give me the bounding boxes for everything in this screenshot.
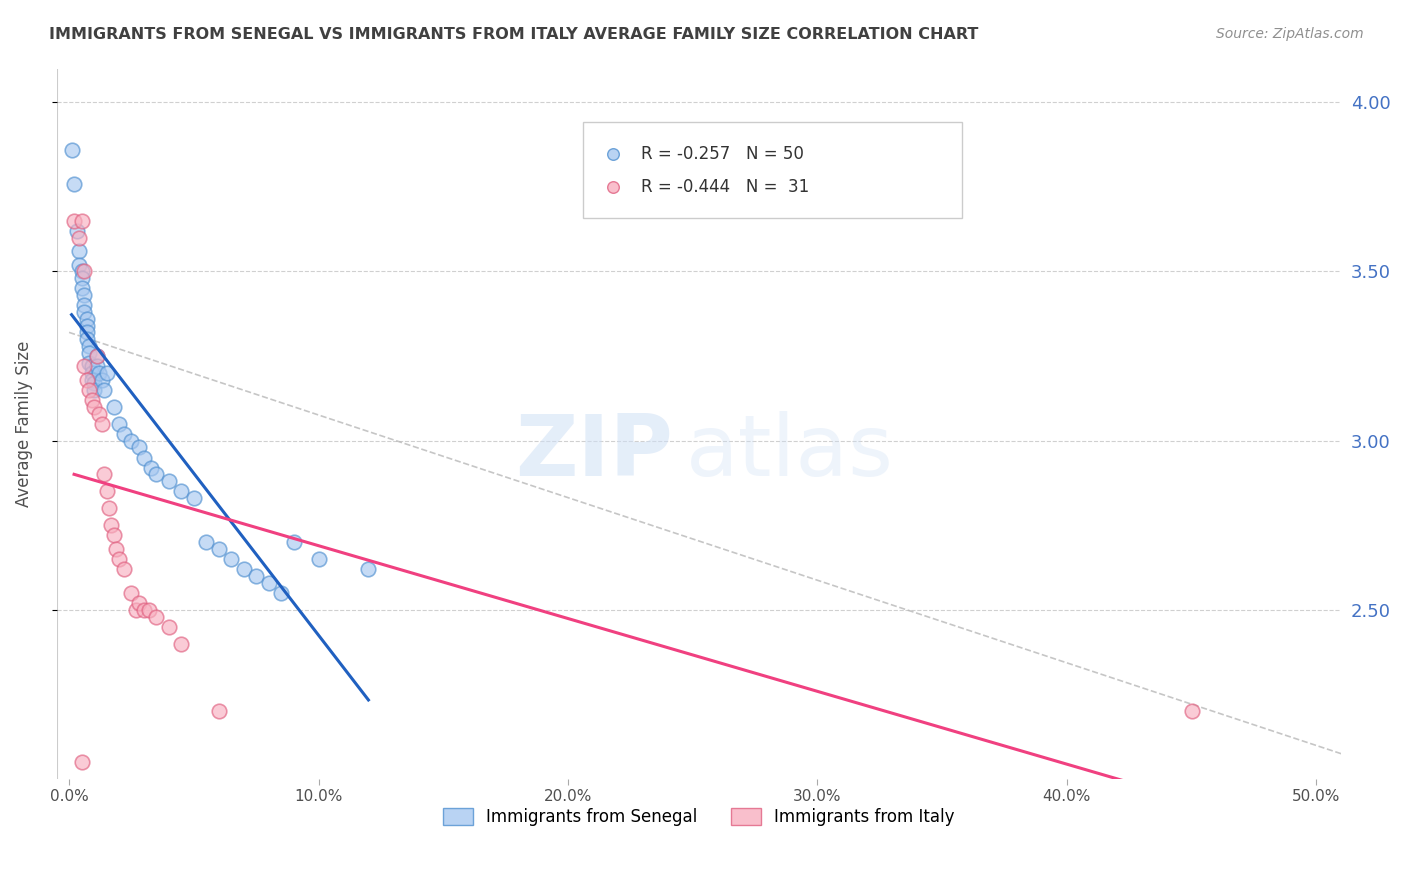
Point [60, 143, 83, 157]
Point [96, 484, 118, 499]
Point [83, 383, 105, 397]
Point [70, 281, 93, 295]
Text: R = -0.444   N =  31: R = -0.444 N = 31 [641, 178, 810, 196]
Point [73, 298, 96, 312]
Point [219, 552, 242, 566]
Point [1181, 704, 1204, 718]
Point [93, 467, 115, 482]
Point [308, 552, 330, 566]
Point [141, 460, 163, 475]
Point [145, 609, 167, 624]
Point [86, 349, 108, 363]
Y-axis label: Average Family Size: Average Family Size [15, 341, 32, 507]
Point [138, 603, 160, 617]
Point [80, 366, 103, 380]
Point [100, 518, 122, 533]
Point [170, 637, 193, 651]
Point [157, 474, 180, 488]
Point [108, 552, 131, 566]
Text: Source: ZipAtlas.com: Source: ZipAtlas.com [1216, 27, 1364, 41]
Point [93, 383, 115, 397]
Point [86, 349, 108, 363]
Point [77, 345, 100, 359]
Point [195, 535, 218, 549]
Point [128, 596, 150, 610]
Text: ZIP: ZIP [516, 410, 673, 493]
Point [357, 562, 380, 576]
Point [112, 562, 135, 576]
Point [67, 258, 90, 272]
Point [157, 620, 180, 634]
Point [283, 535, 305, 549]
Point [125, 603, 148, 617]
Point [90, 373, 112, 387]
Point [170, 484, 193, 499]
Point [70, 264, 93, 278]
Point [120, 586, 142, 600]
Point [70, 755, 93, 769]
Point [257, 575, 280, 590]
Point [77, 356, 100, 370]
Point [90, 417, 112, 431]
Point [120, 434, 142, 448]
Point [67, 230, 90, 244]
Point [80, 373, 103, 387]
FancyBboxPatch shape [583, 122, 962, 218]
Point [76, 318, 98, 333]
Point [128, 441, 150, 455]
Point [87, 366, 110, 380]
Point [83, 376, 105, 391]
Point [73, 288, 96, 302]
Point [63, 177, 86, 191]
Point [76, 311, 98, 326]
Point [98, 501, 121, 516]
Point [76, 332, 98, 346]
Point [132, 450, 155, 465]
Point [145, 467, 167, 482]
Point [108, 417, 131, 431]
Text: atlas: atlas [686, 410, 894, 493]
Point [67, 244, 90, 259]
Point [80, 392, 103, 407]
Point [63, 213, 86, 227]
Point [83, 400, 105, 414]
Point [208, 704, 231, 718]
Text: IMMIGRANTS FROM SENEGAL VS IMMIGRANTS FROM ITALY AVERAGE FAMILY SIZE CORRELATION: IMMIGRANTS FROM SENEGAL VS IMMIGRANTS FR… [49, 27, 979, 42]
Point [80, 359, 103, 374]
Point [232, 562, 254, 576]
Point [103, 528, 125, 542]
Point [208, 541, 231, 556]
Text: R = -0.257   N = 50: R = -0.257 N = 50 [641, 145, 804, 162]
Point [65, 224, 87, 238]
Point [96, 366, 118, 380]
Point [103, 400, 125, 414]
Point [76, 373, 98, 387]
Point [245, 569, 267, 583]
Point [270, 586, 292, 600]
Point [183, 491, 205, 505]
Point [86, 359, 108, 374]
Point [87, 407, 110, 421]
Point [112, 426, 135, 441]
Point [70, 213, 93, 227]
Legend: Immigrants from Senegal, Immigrants from Italy: Immigrants from Senegal, Immigrants from… [434, 800, 963, 835]
Point [76, 326, 98, 340]
Point [132, 603, 155, 617]
Point [77, 339, 100, 353]
Point [73, 359, 96, 374]
Point [105, 541, 128, 556]
Point [70, 271, 93, 285]
Point [73, 305, 96, 319]
Point [73, 264, 96, 278]
Point [77, 383, 100, 397]
